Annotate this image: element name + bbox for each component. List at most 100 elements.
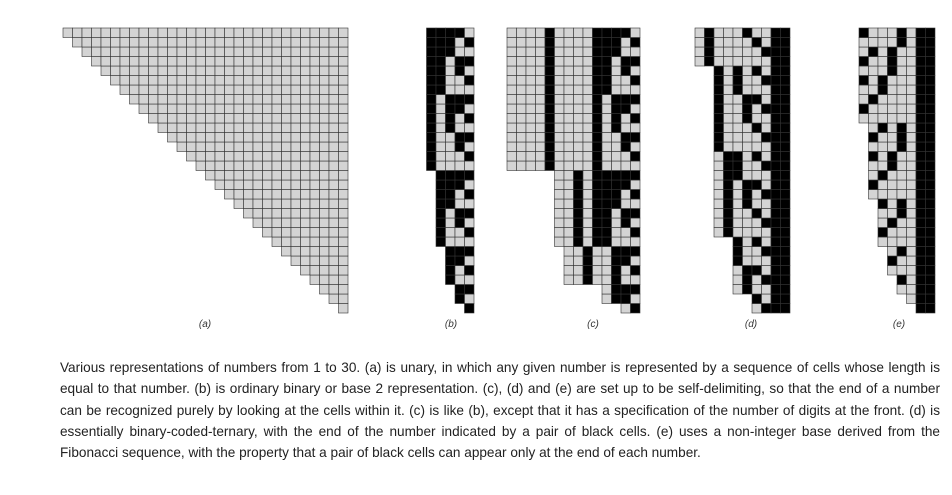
cell-e-9-5	[915, 227, 926, 238]
cell-e-23-6	[906, 94, 917, 105]
cell-c-20-3	[525, 122, 536, 133]
cell-a-16-14	[319, 160, 330, 171]
cell-d-18-1	[713, 141, 724, 152]
cell-c-12-4	[582, 198, 593, 209]
cell-b-19-2	[435, 132, 446, 143]
cell-e-9-4	[906, 227, 917, 238]
cell-c-18-3	[525, 141, 536, 152]
cell-d-14-6	[761, 179, 772, 190]
cell-a-4-2	[319, 274, 330, 285]
cell-b-15-1	[435, 170, 446, 181]
cell-a-23-6	[176, 94, 187, 105]
cell-e-14-7	[925, 179, 936, 190]
cell-a-23-7	[186, 94, 197, 105]
cell-c-16-14	[630, 160, 641, 171]
cell-b-26-1	[426, 65, 437, 76]
cell-c-13-9	[630, 189, 641, 200]
cell-d-18-2	[723, 141, 734, 152]
cell-d-19-8	[780, 132, 791, 143]
cell-b-10-3	[454, 217, 465, 228]
cell-c-20-14	[630, 122, 641, 133]
cell-b-17-2	[435, 151, 446, 162]
cell-e-30-7	[915, 27, 926, 38]
cell-c-24-13	[620, 84, 631, 95]
cell-e-15-3	[887, 170, 898, 181]
cell-c-13-4	[582, 189, 593, 200]
cell-b-4-1	[445, 274, 456, 285]
cell-a-24-13	[233, 84, 244, 95]
cell-c-30-8	[573, 27, 584, 38]
cell-c-8-5	[592, 236, 603, 247]
cell-d-25-5	[751, 75, 762, 86]
cell-a-16-2	[205, 160, 216, 171]
cell-e-12-1	[877, 198, 888, 209]
cell-a-12-1	[233, 198, 244, 209]
cell-b-16-4	[454, 160, 465, 171]
cell-c-26-4	[535, 65, 546, 76]
cell-c-19-4	[535, 132, 546, 143]
cell-a-17-12	[290, 151, 301, 162]
cell-a-30-30	[338, 27, 349, 38]
cell-e-22-5	[896, 103, 907, 114]
cell-c-7-7	[620, 246, 631, 257]
cell-d-8-2	[742, 236, 753, 247]
cell-e-15-7	[925, 170, 936, 181]
cell-c-22-2	[516, 103, 527, 114]
cell-a-24-23	[328, 84, 339, 95]
cell-e-23-5	[896, 94, 907, 105]
cell-e-25-1	[858, 75, 869, 86]
cell-c-30-13	[620, 27, 631, 38]
cell-a-12-3	[252, 198, 263, 209]
cell-c-8-2	[563, 236, 574, 247]
cell-a-23-19	[300, 94, 311, 105]
cell-a-28-5	[119, 46, 130, 57]
cell-c-4-1	[563, 274, 574, 285]
cell-c-16-13	[620, 160, 631, 171]
cell-c-20-11	[601, 122, 612, 133]
cell-d-28-4	[723, 46, 734, 57]
cell-a-30-16	[205, 27, 216, 38]
cell-c-4-3	[582, 274, 593, 285]
cell-c-5-4	[592, 265, 603, 276]
cell-a-13-1	[224, 189, 235, 200]
cell-a-29-6	[119, 37, 130, 48]
cell-e-2-2	[915, 293, 926, 304]
cell-a-19-7	[224, 132, 235, 143]
cell-d-3-1	[732, 284, 743, 295]
cell-d-8-1	[732, 236, 743, 247]
cell-e-5-2	[896, 265, 907, 276]
cell-c-21-8	[573, 113, 584, 124]
cell-a-27-14	[214, 56, 225, 67]
cell-d-10-6	[761, 217, 772, 228]
cell-c-28-9	[582, 46, 593, 57]
cell-a-30-18	[224, 27, 235, 38]
cell-b-29-1	[426, 37, 437, 48]
cell-d-13-2	[723, 189, 734, 200]
cell-a-13-9	[300, 189, 311, 200]
cell-a-29-9	[148, 37, 159, 48]
cell-e-23-2	[868, 94, 879, 105]
cell-c-3-2	[611, 284, 622, 295]
cell-b-22-1	[426, 103, 437, 114]
cell-d-1-2	[761, 303, 772, 314]
cell-d-12-3	[732, 198, 743, 209]
cell-e-25-3	[877, 75, 888, 86]
cell-b-30-4	[454, 27, 465, 38]
cell-d-25-7	[770, 75, 781, 86]
cell-c-13-3	[573, 189, 584, 200]
cell-e-17-4	[896, 151, 907, 162]
panel-a-unary	[62, 27, 349, 314]
cell-c-17-1	[506, 151, 517, 162]
cell-d-20-7	[770, 122, 781, 133]
cell-e-18-6	[915, 141, 926, 152]
cell-c-20-5	[544, 122, 555, 133]
cell-a-22-10	[224, 103, 235, 114]
cell-a-27-20	[271, 56, 282, 67]
cell-e-27-7	[915, 56, 926, 67]
cell-a-25-10	[195, 75, 206, 86]
cell-d-14-4	[742, 179, 753, 190]
cell-c-23-2	[516, 94, 527, 105]
cell-a-23-5	[167, 94, 178, 105]
cell-e-20-1	[868, 122, 879, 133]
cell-d-26-3	[732, 65, 743, 76]
